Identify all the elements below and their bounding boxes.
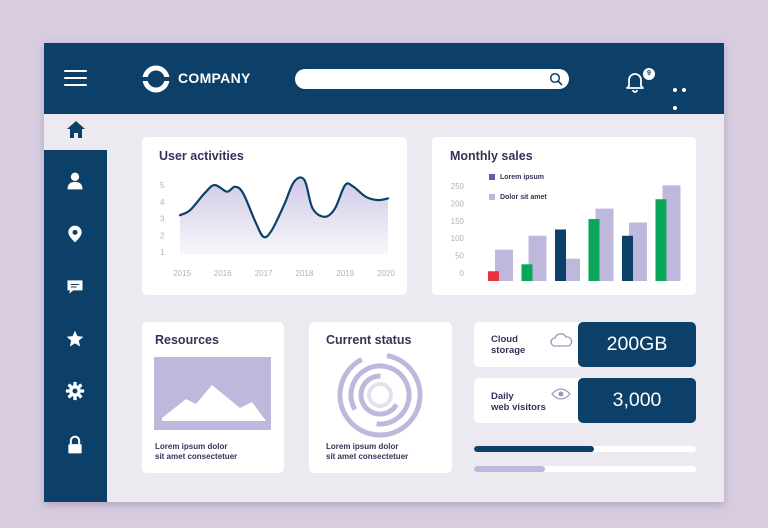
x-tick-label: 2018 (296, 269, 314, 278)
legend-swatch-secondary (489, 194, 495, 200)
user-activities-title: User activities (159, 149, 244, 163)
resources-title: Resources (155, 333, 219, 347)
sidebar-item-settings[interactable] (63, 379, 87, 403)
user-activities-chart: 1 2 3 4 5 2015 2016 2017 2018 2019 2020 (160, 176, 395, 278)
y-tick-label: 50 (455, 252, 464, 261)
bar-secondary (528, 235, 547, 281)
status-rings-icon (337, 352, 423, 438)
resources-caption: Lorem ipsum dolor sit amet consectetuer (155, 442, 238, 461)
bar-primary (521, 264, 533, 281)
eye-icon (551, 388, 571, 400)
daily-visitors-label: Daily web visitors (491, 391, 546, 413)
bar-secondary (495, 249, 513, 281)
bar-secondary (562, 258, 580, 281)
top-bar: COMPANY 9 (44, 43, 724, 114)
star-icon (66, 330, 84, 347)
search-icon[interactable] (549, 72, 563, 86)
y-tick-label: 250 (451, 182, 465, 191)
daily-visitors-value: 3,000 (578, 378, 696, 423)
search-input[interactable] (307, 71, 537, 87)
bar-secondary (595, 208, 614, 281)
user-activities-card: User activities 1 2 3 4 5 2015 2016 2017 2018 201… (142, 137, 407, 295)
location-icon (68, 225, 82, 243)
search-bar (295, 69, 569, 89)
sidebar-item-location[interactable] (63, 222, 87, 246)
y-tick-label: 150 (451, 217, 465, 226)
image-placeholder-icon (154, 357, 271, 430)
progress-bar-primary (474, 446, 696, 452)
more-options-icon[interactable] (673, 79, 699, 110)
sidebar-item-home[interactable] (64, 118, 88, 142)
dashboard-window: COMPANY 9 (44, 43, 724, 502)
y-tick-label: 5 (160, 181, 165, 190)
y-tick-label: 100 (451, 234, 465, 243)
y-tick-label: 2 (160, 231, 165, 240)
company-name: COMPANY (178, 70, 251, 86)
current-status-title: Current status (326, 333, 412, 347)
daily-visitors-card: Daily web visitors 3,000 (474, 378, 696, 423)
user-icon (67, 172, 83, 190)
monthly-sales-title: Monthly sales (450, 149, 533, 163)
x-tick-label: 2020 (377, 269, 395, 278)
bar-primary (555, 229, 566, 281)
y-tick-label: 200 (451, 199, 465, 208)
current-status-card: Current status Lorem ipsum dolor sit ame… (309, 322, 452, 473)
gear-icon (65, 381, 85, 401)
bar-primary (588, 219, 600, 281)
sidebar-item-security[interactable] (63, 433, 87, 457)
x-tick-label: 2015 (173, 269, 191, 278)
y-tick-label: 4 (160, 198, 165, 207)
cloud-icon (550, 333, 573, 347)
bar-primary (488, 271, 499, 281)
bar-primary (622, 235, 633, 281)
monthly-sales-chart: 0 50 100 150 200 250 (451, 182, 681, 281)
y-tick-label: 3 (160, 215, 165, 224)
home-icon (67, 121, 85, 138)
current-status-caption: Lorem ipsum dolor sit amet consectetuer (326, 442, 409, 461)
x-tick-label: 2016 (214, 269, 232, 278)
activity-area (180, 177, 388, 255)
cloud-storage-card: Cloud storage 200GB (474, 322, 696, 367)
lock-icon (68, 435, 82, 454)
sidebar-item-favorites[interactable] (63, 327, 87, 351)
x-tick-label: 2019 (336, 269, 354, 278)
bar-secondary (662, 185, 681, 281)
cloud-storage-value: 200GB (578, 322, 696, 367)
progress-bar-secondary (474, 466, 696, 472)
x-tick-label: 2017 (255, 269, 273, 278)
cloud-storage-label: Cloud storage (491, 334, 526, 356)
notification-badge: 9 (643, 68, 655, 80)
menu-icon[interactable] (64, 70, 87, 87)
sidebar-item-chat[interactable] (63, 275, 87, 299)
progress-fill-primary (474, 446, 594, 452)
legend-dolor-sit-amet: Dolor sit amet (489, 194, 547, 201)
sidebar-item-user[interactable] (63, 169, 87, 193)
monthly-sales-card: Monthly sales Lorem ipsum Dolor sit amet… (432, 137, 696, 295)
sidebar (44, 150, 107, 502)
progress-fill-secondary (474, 466, 546, 472)
y-tick-label: 0 (460, 269, 465, 278)
activity-line (178, 176, 390, 239)
legend-swatch-primary (489, 174, 495, 180)
resources-card: Resources Lorem ipsum dolor sit amet con… (142, 322, 284, 473)
chat-icon (67, 280, 83, 294)
company-logo-icon[interactable] (141, 64, 171, 94)
bar-secondary (629, 222, 647, 281)
bell-icon[interactable] (625, 71, 645, 93)
bar-primary (655, 199, 667, 281)
y-tick-label: 1 (160, 248, 165, 257)
legend-lorem-ipsum: Lorem ipsum (489, 174, 544, 181)
